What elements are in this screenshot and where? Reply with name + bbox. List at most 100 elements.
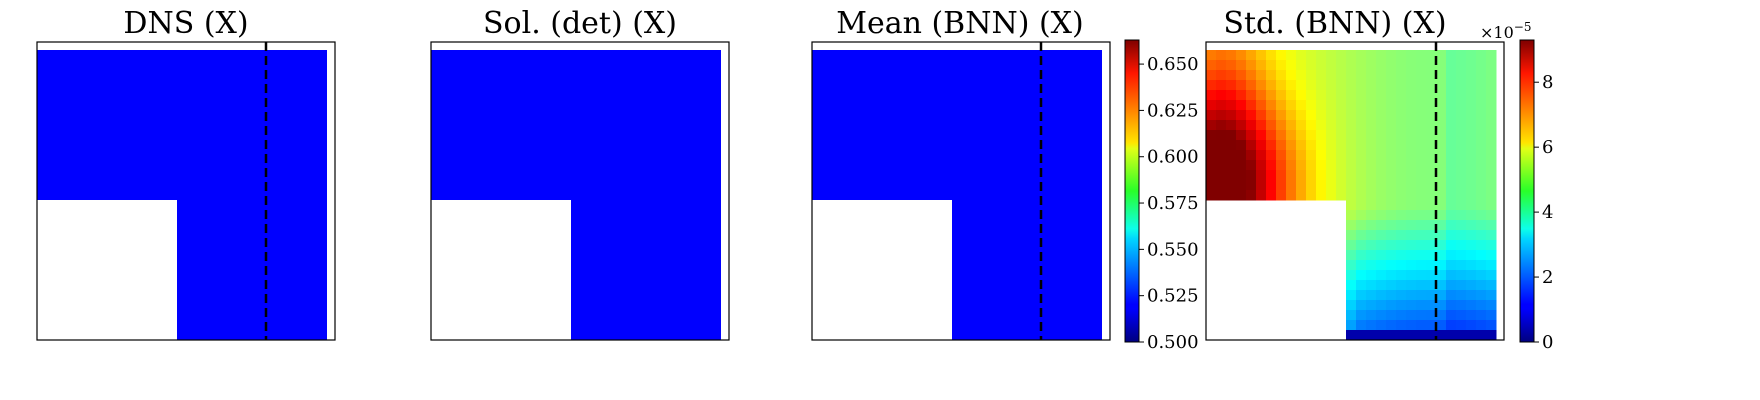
heatmap-cell [1246,170,1257,181]
heatmap-cell [1366,70,1377,81]
heatmap-cell [1356,190,1367,201]
heatmap-cell [1486,270,1497,281]
heatmap-cell [1236,190,1247,201]
heatmap-cell [1346,240,1357,251]
heatmap-cell [1436,280,1447,291]
heatmap-cell [1416,220,1427,231]
heatmap-cell [1396,320,1407,331]
heatmap-cell [1406,250,1417,261]
heatmap-cell [1386,140,1397,151]
heatmap-cell [1396,280,1407,291]
heatmap-cell [1356,160,1367,171]
colorbar-tick-label: 6 [1542,137,1553,158]
heatmap-cell [1216,160,1227,171]
heatmap-cell [1426,330,1437,341]
heatmap-cell [1426,160,1437,171]
heatmap-cell [1246,60,1257,71]
heatmap-cell [1256,70,1267,81]
heatmap-cell [1316,180,1327,191]
heatmap-cell [1286,170,1297,181]
heatmap-cell [1296,70,1307,81]
heatmap-cell [1446,330,1457,341]
heatmap-cell [1386,90,1397,101]
heatmap-cell [1336,140,1347,151]
heatmap-cell [1286,100,1297,111]
heatmap-cell [1476,100,1487,111]
heatmap-cell [1446,190,1457,201]
heatmap-cell [1476,310,1487,321]
heatmap-cell [1206,80,1217,91]
heatmap-cell [1376,290,1387,301]
heatmap-cell [1356,250,1367,261]
heatmap-cell [1206,170,1217,181]
heatmap-cell [1246,180,1257,191]
heatmap-cell [1316,50,1327,61]
heatmap-cell [1236,90,1247,101]
heatmap-cell [1336,150,1347,161]
heatmap-cell [1476,330,1487,341]
colorbar-tick-label: 0.650 [1147,54,1199,75]
heatmap-cell [1386,50,1397,61]
heatmap-cell [1396,170,1407,181]
heatmap-cell [1306,140,1317,151]
heatmap-cell [1426,80,1437,91]
heatmap-cell [1226,140,1237,151]
heatmap-cell [1416,320,1427,331]
heatmap-cell [1226,60,1237,71]
heatmap-cell [1246,110,1257,121]
heatmap-cell [1216,150,1227,161]
heatmap-cell [1366,200,1377,211]
heatmap-cell [1416,120,1427,131]
heatmap-cell [1306,180,1317,191]
heatmap-cell [1416,280,1427,291]
heatmap-cell [1466,240,1477,251]
heatmap-cell [1276,160,1287,171]
heatmap-cell [1466,180,1477,191]
heatmap-cell [1306,160,1317,171]
heatmap-cell [1446,240,1457,251]
heatmap-cell [1486,300,1497,311]
heatmap-cell [1486,180,1497,191]
heatmap-cell [1216,50,1227,61]
heatmap-cell [1246,160,1257,171]
heatmap-cell [1486,120,1497,131]
heatmap-cell [1466,150,1477,161]
colorbar-tick-label: 0.600 [1147,147,1199,168]
heatmap-cell [1456,170,1467,181]
panel-dns: DNS (X) [36,6,336,341]
heatmap-cell [1306,170,1317,181]
heatmap-cell [1446,210,1457,221]
heatmap-cell [1296,140,1307,151]
heatmap-cell [1446,250,1457,261]
heatmap-cell [1306,110,1317,121]
colorbar-tick-label: 0.575 [1147,193,1199,214]
heatmap-cell [1476,180,1487,191]
heatmap-cell [1416,90,1427,101]
heatmap-cell [1486,150,1497,161]
heatmap-cell [1466,170,1477,181]
heatmap-cell [1376,130,1387,141]
heatmap-cell [1256,90,1267,101]
heatmap-cell [1326,170,1337,181]
heatmap-cell [1356,150,1367,161]
heatmap-cell [1346,90,1357,101]
heatmap-cell [1466,330,1477,341]
heatmap-cell [1316,110,1327,121]
heatmap-cell [1456,320,1467,331]
heatmap-cell [1286,110,1297,121]
heatmap-cell [1286,180,1297,191]
heatmap-cell [1476,90,1487,101]
panel-sol-det: Sol. (det) (X) [430,6,730,341]
heatmap-cell [1456,130,1467,141]
heatmap-cell [1376,120,1387,131]
heatmap-cell [1406,220,1417,231]
heatmap-cell [1386,60,1397,71]
heatmap-cell [1356,140,1367,151]
heatmap-cell [1396,260,1407,271]
colorbar-gradient [1519,39,1535,343]
heatmap-cell [1286,80,1297,91]
heatmap-cell [1266,190,1277,201]
heatmap-cell [1396,240,1407,251]
heatmap-cell [1256,140,1267,151]
heatmap-cell [1486,190,1497,201]
